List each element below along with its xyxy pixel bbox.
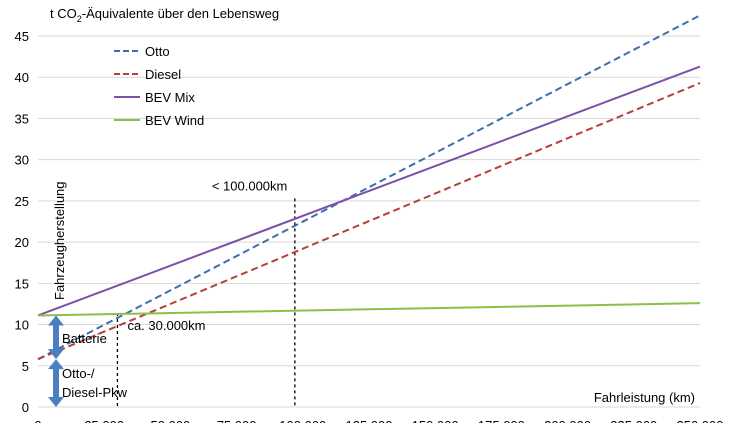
x-tick-label: 50.000 bbox=[151, 418, 191, 423]
y-tick-label: 0 bbox=[22, 400, 29, 415]
legend-label: Diesel bbox=[145, 67, 181, 82]
series-line-diesel bbox=[37, 82, 701, 361]
x-tick-label: 175.000 bbox=[478, 418, 525, 423]
x-axis-label: Fahrleistung (km) bbox=[594, 390, 695, 405]
chart-title: t CO2-Äquivalente über den Lebensweg bbox=[50, 6, 279, 24]
y-tick-label: 30 bbox=[15, 153, 29, 168]
label-batterie: Batterie bbox=[62, 331, 107, 346]
range-arrows bbox=[48, 315, 64, 407]
y-tick-label: 35 bbox=[15, 111, 29, 126]
series-line-otto bbox=[37, 14, 701, 361]
x-tick-label: 150.000 bbox=[412, 418, 459, 423]
legend-label: BEV Wind bbox=[145, 113, 204, 128]
series-lines bbox=[37, 14, 701, 361]
annotations: < 100.000km ca. 30.000km Batterie Otto-/ Die… bbox=[62, 178, 287, 400]
legend-label: BEV Mix bbox=[145, 90, 195, 105]
annotation-30000: ca. 30.000km bbox=[127, 318, 205, 333]
y-tick-label: 40 bbox=[15, 70, 29, 85]
arrow-otto-diesel bbox=[48, 359, 64, 407]
series-line-bev-wind bbox=[37, 302, 701, 317]
x-tick-label: 100.000 bbox=[279, 418, 326, 423]
x-tick-label: 0 bbox=[34, 418, 41, 423]
legend: Otto Diesel BEV Mix BEV Wind bbox=[114, 44, 204, 128]
annotation-100000: < 100.000km bbox=[212, 178, 288, 193]
x-tick-label: 125.000 bbox=[346, 418, 393, 423]
drop-lines bbox=[116, 198, 296, 407]
x-tick-label: 250.000 bbox=[677, 418, 724, 423]
y-tick-label: 5 bbox=[22, 359, 29, 374]
y-tick-labels: 0 5 10 15 20 25 30 35 40 45 bbox=[15, 29, 29, 415]
x-tick-labels: 0 25.000 50.000 75.000 100.000 125.000 150.000… bbox=[34, 418, 723, 423]
label-otto: Otto-/ bbox=[62, 366, 95, 381]
x-tick-label: 75.000 bbox=[217, 418, 257, 423]
y-tick-label: 20 bbox=[15, 235, 29, 250]
x-tick-label: 25.000 bbox=[84, 418, 124, 423]
gridlines bbox=[38, 35, 700, 408]
y-tick-label: 10 bbox=[15, 318, 29, 333]
x-tick-label: 225.000 bbox=[610, 418, 657, 423]
y-tick-label: 25 bbox=[15, 194, 29, 209]
x-tick-label: 200.000 bbox=[544, 418, 591, 423]
y-tick-label: 45 bbox=[15, 29, 29, 44]
series-line-bev-mix bbox=[37, 65, 701, 317]
y-axis-label: Fahrzeugherstellung bbox=[52, 181, 67, 300]
label-diesel-pkw: Diesel-Pkw bbox=[62, 385, 128, 400]
legend-label: Otto bbox=[145, 44, 170, 59]
y-tick-label: 15 bbox=[15, 276, 29, 291]
arrow-batterie bbox=[48, 315, 64, 360]
